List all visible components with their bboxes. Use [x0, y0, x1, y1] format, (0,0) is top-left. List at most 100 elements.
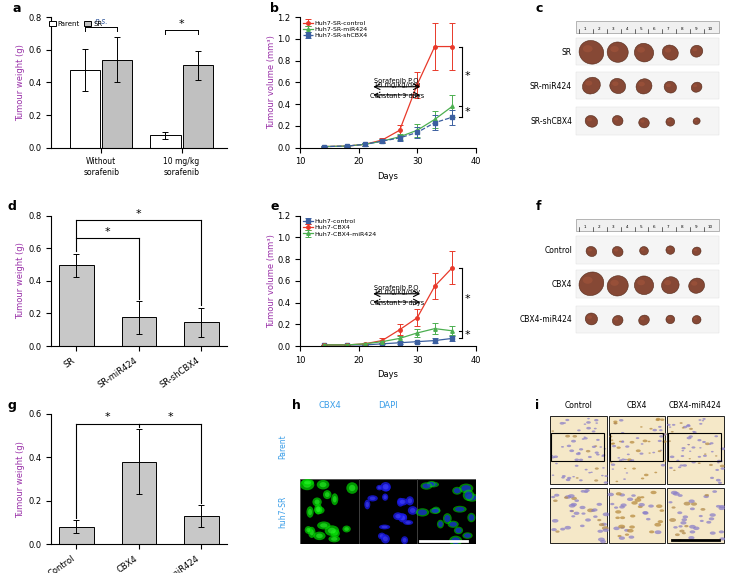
Ellipse shape [421, 482, 433, 490]
Ellipse shape [372, 558, 376, 563]
Ellipse shape [690, 508, 695, 510]
Text: 8: 8 [681, 27, 684, 31]
Bar [608, 417, 665, 484]
Ellipse shape [307, 507, 314, 518]
Ellipse shape [621, 432, 624, 434]
Ellipse shape [720, 468, 725, 470]
Ellipse shape [692, 316, 701, 324]
Ellipse shape [689, 278, 705, 293]
Ellipse shape [340, 551, 348, 558]
Ellipse shape [429, 482, 437, 486]
Ellipse shape [560, 528, 565, 531]
Ellipse shape [637, 496, 641, 499]
Ellipse shape [378, 548, 388, 556]
Ellipse shape [681, 427, 684, 429]
Ellipse shape [461, 485, 471, 492]
Ellipse shape [562, 475, 566, 477]
Ellipse shape [567, 477, 571, 479]
Ellipse shape [624, 529, 630, 532]
Ellipse shape [343, 525, 351, 532]
Ellipse shape [666, 315, 675, 324]
Ellipse shape [716, 479, 721, 481]
Ellipse shape [333, 531, 337, 536]
Ellipse shape [552, 519, 559, 523]
Ellipse shape [673, 526, 678, 529]
Ellipse shape [578, 452, 580, 454]
Ellipse shape [709, 517, 714, 520]
Ellipse shape [587, 118, 592, 121]
Ellipse shape [642, 511, 648, 514]
Text: 1: 1 [584, 27, 586, 31]
Ellipse shape [719, 507, 725, 510]
Text: CBX4: CBX4 [552, 280, 572, 289]
Ellipse shape [438, 566, 444, 573]
Y-axis label: Tumour weight (g): Tumour weight (g) [17, 44, 26, 121]
Ellipse shape [601, 523, 607, 526]
Ellipse shape [349, 552, 356, 556]
Ellipse shape [553, 500, 558, 502]
Legend: Huh7-control, Huh7-CBX4, Huh7-CBX4-miR424: Huh7-control, Huh7-CBX4, Huh7-CBX4-miR42… [301, 216, 379, 239]
Ellipse shape [627, 497, 633, 501]
Ellipse shape [416, 508, 429, 516]
Text: CBX4-miR424: CBX4-miR424 [669, 401, 722, 410]
Ellipse shape [381, 550, 386, 555]
Bar [300, 544, 359, 573]
Ellipse shape [320, 558, 327, 562]
Ellipse shape [591, 430, 595, 433]
Ellipse shape [586, 81, 592, 85]
Ellipse shape [383, 484, 391, 492]
Text: 3: 3 [612, 27, 614, 31]
Bar [575, 219, 720, 231]
Ellipse shape [614, 117, 619, 120]
Ellipse shape [689, 525, 696, 529]
Ellipse shape [656, 504, 662, 508]
Ellipse shape [717, 461, 720, 463]
Ellipse shape [325, 525, 339, 536]
Ellipse shape [328, 528, 336, 533]
Text: 9: 9 [695, 27, 698, 31]
Ellipse shape [457, 550, 466, 555]
Ellipse shape [649, 428, 653, 430]
Ellipse shape [597, 529, 603, 533]
Ellipse shape [657, 439, 662, 442]
Ellipse shape [621, 441, 624, 442]
Ellipse shape [605, 475, 608, 477]
Ellipse shape [704, 494, 709, 496]
Ellipse shape [688, 536, 695, 540]
Ellipse shape [403, 538, 406, 543]
Ellipse shape [693, 249, 697, 252]
Ellipse shape [635, 276, 654, 295]
Ellipse shape [398, 513, 407, 523]
Ellipse shape [380, 534, 384, 538]
Text: 3: 3 [612, 225, 614, 229]
Ellipse shape [649, 453, 651, 454]
Ellipse shape [583, 437, 588, 439]
Ellipse shape [612, 81, 619, 86]
Ellipse shape [594, 427, 597, 429]
Ellipse shape [381, 535, 390, 543]
Ellipse shape [438, 521, 443, 527]
Ellipse shape [320, 523, 327, 528]
Ellipse shape [436, 568, 449, 573]
Ellipse shape [687, 437, 692, 439]
Text: i: i [535, 399, 539, 411]
Ellipse shape [703, 418, 706, 420]
Ellipse shape [668, 501, 673, 504]
Ellipse shape [706, 521, 712, 524]
Ellipse shape [406, 496, 414, 505]
Ellipse shape [654, 530, 662, 534]
Ellipse shape [679, 529, 684, 532]
Ellipse shape [716, 505, 721, 508]
Ellipse shape [669, 518, 676, 522]
Ellipse shape [445, 555, 452, 561]
Text: 10 mg/kg/day: 10 mg/kg/day [373, 289, 419, 295]
Ellipse shape [427, 481, 439, 488]
Ellipse shape [591, 509, 595, 512]
Ellipse shape [614, 423, 617, 425]
Ellipse shape [657, 520, 663, 523]
Ellipse shape [658, 426, 662, 428]
Ellipse shape [618, 535, 621, 537]
Ellipse shape [619, 536, 625, 540]
Ellipse shape [709, 442, 714, 445]
Ellipse shape [692, 461, 696, 464]
